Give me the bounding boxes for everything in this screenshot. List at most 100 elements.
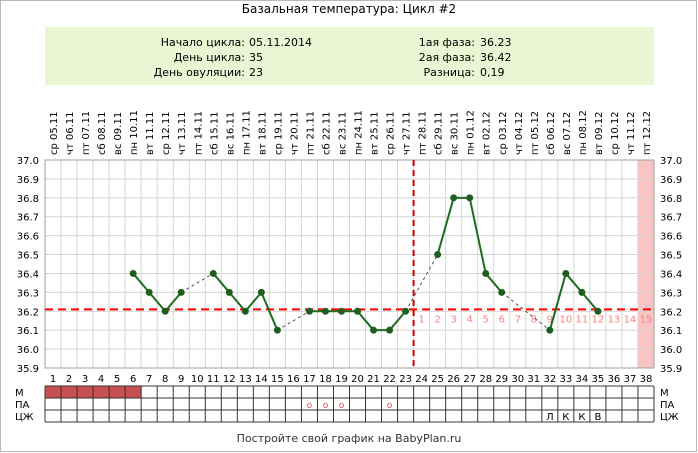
temperature-point [354,307,362,315]
date-label: чт 27.11 [402,111,413,155]
cycle-day-number: 12 [223,374,236,385]
row-symbol: о [323,401,329,411]
y-tick-label-left: 36.9 [17,175,39,186]
luteal-day-number: 14 [624,314,637,325]
date-label: сб 29.11 [434,112,445,155]
y-tick-label-right: 36.7 [660,213,682,224]
row-symbol: о [307,401,313,411]
cycle-day-number: 16 [287,374,300,385]
cycle-day-number: 30 [511,374,524,385]
date-label: вт 18.11 [257,111,268,155]
cycle-day-number: 36 [608,374,621,385]
cycle-day-number: 8 [162,374,168,385]
date-label: пт 28.11 [418,111,429,155]
cycle-day-number: 25 [431,374,444,385]
luteal-day-number: 6 [499,314,505,325]
cycle-day-number: 32 [543,374,556,385]
menstruation-mark [61,386,78,398]
y-tick-label-left: 36.3 [17,288,39,299]
highlight-day-column [637,160,654,368]
luteal-day-number: 12 [592,314,605,325]
cycle-day-number: 28 [479,374,492,385]
row-label-left: М [15,388,24,399]
cycle-day-number: 2 [66,374,72,385]
temperature-point [321,307,329,315]
y-tick-label-left: 36.8 [17,194,39,205]
cycle-start-label: Начало цикла: [160,36,245,49]
y-tick-label-left: 36.6 [17,232,39,243]
temperature-segment [228,291,247,312]
menstruation-mark [125,386,142,398]
difference-label: Разница: [423,66,476,79]
y-tick-label-right: 36.8 [660,194,682,205]
temperature-point [498,288,506,296]
y-tick-label-right: 36.5 [660,251,682,262]
cycle-day-number: 33 [559,374,572,385]
date-label: пн 24.11 [354,110,365,155]
luteal-day-number: 2 [434,314,440,325]
temperature-gap-segment [180,273,214,293]
luteal-day-number: 1 [418,314,424,325]
cycle-day-number: 1 [50,374,56,385]
temperature-point [257,288,265,296]
date-label: сб 08.11 [97,112,108,155]
row-symbol: К [562,412,569,423]
cycle-day-number: 13 [239,374,252,385]
cycle-day-number: 15 [271,374,284,385]
date-label: вс 07.12 [562,112,573,155]
date-label: пт 14.11 [193,111,204,155]
luteal-day-number: 11 [576,314,589,325]
row-label-left: ПА [15,400,30,411]
cycle-day-number: 37 [624,374,637,385]
date-label: чт 06.11 [65,111,76,155]
temperature-segment [548,273,567,331]
y-tick-label-left: 36.1 [17,326,39,337]
y-tick-label-right: 36.9 [660,175,682,186]
temperature-gap-segment [501,291,551,331]
y-tick-label-right: 36.2 [660,307,682,318]
row-symbol: В [594,412,601,423]
menstruation-mark [109,386,126,398]
date-label: ср 26.11 [386,111,397,155]
date-label: вт 11.11 [145,111,156,155]
row-symbol: Л [546,412,554,423]
cycle-day-number: 10 [191,374,204,385]
row-label-right: ПА [660,400,675,411]
date-label: чт 20.11 [289,111,300,155]
menstruation-mark [93,386,110,398]
cycle-day-number: 11 [207,374,220,385]
temperature-point [466,194,474,202]
cycle-day-number: 4 [98,374,104,385]
y-tick-label-right: 36.1 [660,326,682,337]
cycle-day-number: 17 [303,374,316,385]
cycle-day-number: 3 [82,374,88,385]
y-tick-label-left: 36.5 [17,251,39,262]
cycle-start-value: 05.11.2014 [249,36,312,49]
temperature-point [305,307,313,315]
row-label-left: ЦЖ [15,412,34,423]
y-tick-label-left: 36.4 [17,269,39,280]
cycle-day-label: День цикла: [173,51,245,64]
y-tick-label-right: 36.3 [660,288,682,299]
temperature-gap-segment [277,310,310,331]
y-tick-label-right: 36.6 [660,232,682,243]
temperature-point [145,288,153,296]
temperature-point [161,307,169,315]
temperature-segment [164,291,182,312]
ovulation-day-label: День овуляции: [153,66,245,79]
cycle-day-number: 9 [178,374,184,385]
row-label-right: ЦЖ [660,412,679,423]
temperature-segment [148,291,166,312]
luteal-day-number: 10 [559,314,572,325]
temperature-segment [436,197,455,255]
luteal-day-number: 8 [531,314,537,325]
date-label: сб 06.12 [546,112,557,155]
phase2-value: 36.42 [480,51,512,64]
cycle-info-panel: Начало цикла: 05.11.2014 День цикла: 35 … [45,27,654,85]
temperature-segment [212,272,231,294]
ovulation-day-value: 23 [249,66,263,79]
temperature-segment [260,291,279,331]
temperature-segment [244,291,263,312]
date-label: вт 25.11 [370,111,381,155]
